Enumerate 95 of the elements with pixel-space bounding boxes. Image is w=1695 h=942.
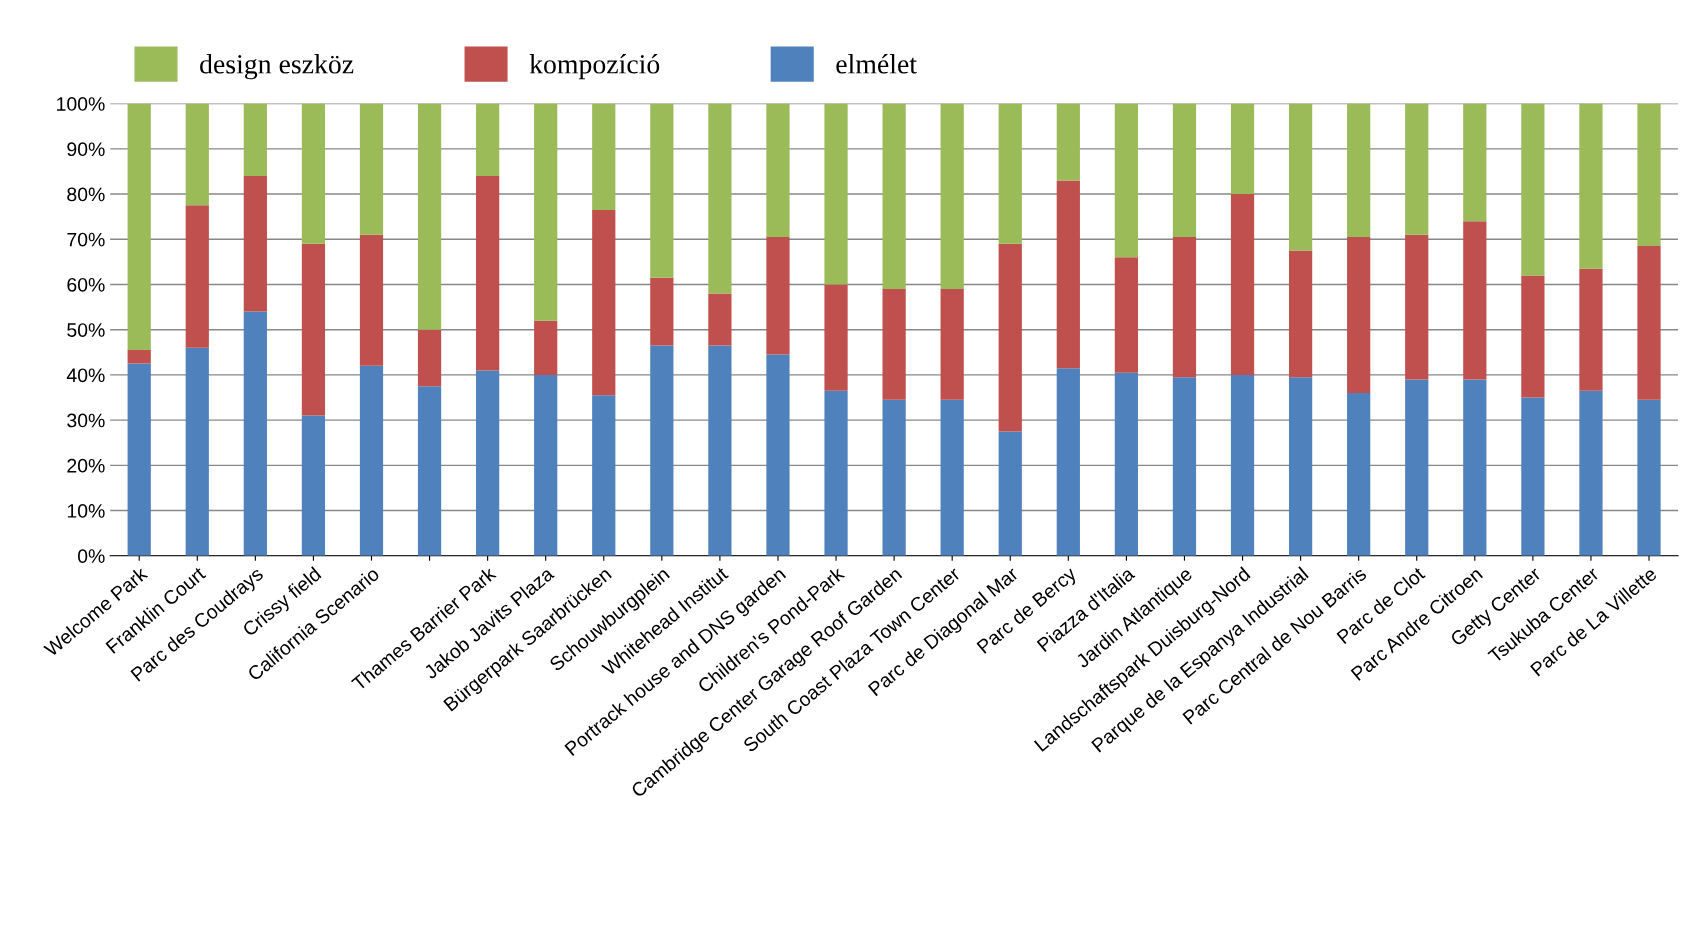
bar [1637, 399, 1661, 556]
bar [1347, 237, 1371, 393]
bar [359, 234, 384, 366]
bar [882, 103, 906, 290]
bar [1230, 374, 1255, 556]
bar [766, 103, 790, 238]
bar [127, 103, 151, 351]
bar [940, 103, 964, 290]
legend-label: design eszköz [200, 54, 354, 80]
bar [417, 329, 442, 387]
bar [476, 370, 500, 556]
bar [1114, 257, 1138, 373]
bar [940, 289, 964, 400]
bar [417, 386, 442, 556]
bar [824, 390, 848, 556]
y-tick-label: 20% [67, 458, 105, 473]
bar [1230, 103, 1255, 195]
bar [1405, 234, 1429, 380]
bar [1056, 103, 1080, 181]
bar [243, 311, 267, 556]
bar [185, 347, 209, 556]
bar [185, 205, 209, 348]
bar [534, 320, 558, 375]
bar [301, 243, 326, 416]
bar [708, 345, 732, 556]
bar [1579, 103, 1603, 269]
bar [592, 103, 616, 210]
bar [766, 354, 790, 556]
bar [824, 284, 848, 391]
bar [127, 350, 151, 364]
bar [1347, 103, 1371, 238]
bar [766, 237, 790, 355]
y-tick-label: 100% [57, 97, 105, 111]
bar [1056, 368, 1080, 556]
bar [1288, 377, 1313, 556]
bar [882, 289, 906, 400]
bar [476, 103, 500, 176]
y-tick-label: 90% [67, 142, 105, 157]
bar [824, 103, 848, 285]
bar [1114, 103, 1138, 258]
bar [1405, 103, 1429, 235]
bar [1288, 103, 1313, 251]
bar [1172, 103, 1197, 238]
bar [1463, 103, 1487, 222]
bar [476, 175, 500, 371]
bar [127, 363, 151, 556]
bar [998, 243, 1022, 432]
bar [592, 209, 616, 396]
bar [592, 395, 616, 556]
bar [1172, 237, 1197, 378]
y-tick-label: 50% [67, 323, 105, 337]
y-tick-label: 60% [67, 277, 105, 292]
bar [1637, 246, 1661, 400]
legend-label: elmélet [836, 54, 917, 74]
bar [1521, 397, 1545, 556]
bar [1288, 250, 1313, 378]
bar [534, 103, 558, 321]
bar [1463, 379, 1487, 556]
bar [243, 103, 267, 176]
bar [1056, 180, 1080, 369]
bar [185, 103, 209, 206]
bar [940, 399, 964, 556]
bar [243, 175, 267, 312]
bar [1347, 393, 1371, 556]
bar [998, 431, 1022, 556]
bar [1230, 194, 1255, 375]
bar [1521, 103, 1545, 276]
bar [359, 103, 384, 235]
y-tick-label: 40% [66, 368, 105, 383]
bar [1405, 379, 1429, 556]
bar [1463, 221, 1487, 380]
bar [1579, 268, 1603, 391]
bar [301, 103, 326, 244]
bar [708, 103, 732, 294]
bar [650, 277, 674, 346]
bar [1579, 390, 1603, 556]
y-tick-label: 0% [77, 549, 105, 564]
bar [882, 399, 906, 556]
bar [650, 103, 674, 278]
bar [1521, 275, 1545, 398]
y-tick-label: 10% [67, 504, 105, 518]
bar [1172, 377, 1197, 556]
bar [534, 374, 558, 556]
bar [301, 415, 326, 556]
y-tick-label: 30% [67, 413, 105, 428]
bar [650, 345, 674, 556]
bar [359, 365, 384, 556]
bar [708, 293, 732, 346]
y-tick-label: 70% [67, 232, 105, 247]
bar [1637, 103, 1661, 247]
bar [998, 103, 1022, 244]
bar [1114, 372, 1138, 556]
y-tick-label: 80% [67, 187, 105, 202]
bar [417, 103, 442, 330]
legend-label: kompozíció [529, 54, 660, 80]
